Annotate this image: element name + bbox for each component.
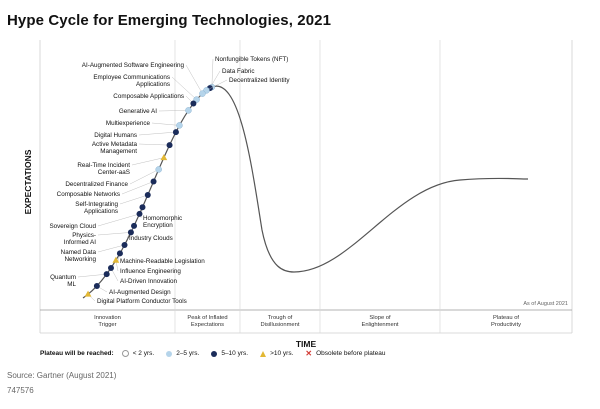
technology-marker [112, 256, 120, 263]
technology-label: Physics-Informed AI [64, 232, 96, 246]
technology-marker [84, 290, 92, 297]
technology-label: Active Metadata Management [92, 141, 138, 155]
leader-line [151, 122, 180, 126]
technology-label: Sovereign Cloud [49, 223, 96, 230]
technology-marker [139, 204, 146, 211]
technology-marker [107, 264, 114, 271]
legend-item-5to10: 5–10 yrs. [211, 350, 248, 357]
y-axis-label: EXPECTATIONS [23, 149, 33, 215]
legend-title: Plateau will be reached: [40, 350, 114, 357]
light-blue-dot-icon [166, 350, 173, 357]
technology-marker [131, 222, 138, 229]
technology-marker [199, 90, 206, 97]
technology-label: Machine-Readable Legislation [120, 258, 205, 265]
technology-label: Composable Networks [57, 191, 120, 198]
leader-line [119, 194, 148, 205]
technology-marker [185, 107, 192, 114]
leader-line [206, 79, 228, 91]
technology-label: Homomorphic Encryption [143, 215, 182, 229]
technology-label: Data Fabric [222, 68, 255, 75]
technology-marker [103, 271, 110, 278]
technology-marker [176, 122, 183, 129]
technology-label: Employee Communications Applications [93, 74, 170, 88]
leader-line [158, 110, 189, 112]
source-note: Source: Gartner (August 2021) [7, 371, 117, 380]
technology-label: Real-Time Incident Center-aaS [77, 162, 130, 176]
phase-label: Plateau of Productivity [491, 315, 521, 328]
x-axis-label: TIME [295, 339, 317, 349]
red-x-icon: ✕ [305, 348, 313, 358]
technology-label: Decentralized Identity [229, 77, 290, 84]
technology-marker [116, 250, 123, 257]
technology-marker [172, 129, 179, 136]
chart-title: Hype Cycle for Emerging Technologies, 20… [7, 12, 332, 29]
legend-label: 2–5 yrs. [176, 350, 200, 357]
phase-label: Peak of Inflated Expectations [187, 315, 227, 328]
technology-marker [127, 229, 134, 236]
legend-item-obsolete: ✕ Obsolete before plateau [305, 348, 386, 358]
technology-label: AI-Augmented Design [109, 289, 171, 296]
leader-line [131, 157, 164, 166]
leader-line [211, 58, 214, 88]
legend-item-lt2: < 2 yrs. [121, 350, 155, 357]
technology-label: Industry Clouds [129, 235, 173, 242]
leader-line [209, 70, 221, 89]
phase-label: Slope of Enlightenment [361, 315, 398, 328]
technology-label: AI-Driven Innovation [120, 278, 178, 285]
technology-label: Decentralized Finance [65, 181, 128, 188]
technology-marker [190, 100, 197, 107]
leader-line [77, 273, 107, 278]
technology-label: Quantum ML [50, 274, 76, 288]
leader-line [97, 244, 125, 253]
technology-marker [144, 192, 151, 199]
leader-line [185, 64, 203, 94]
technology-label: Nonfungible Tokens (NFT) [215, 56, 288, 63]
legend-label: Obsolete before plateau [316, 350, 386, 357]
legend: Plateau will be reached: < 2 yrs. 2–5 yr… [40, 348, 397, 358]
phase-label: Trough of Disillusionment [261, 315, 300, 328]
technology-marker [121, 241, 128, 248]
technology-label: Influence Engineering [120, 268, 181, 275]
leader-line [138, 131, 176, 136]
technology-marker [155, 166, 162, 173]
legend-item-2to5: 2–5 yrs. [166, 350, 199, 357]
navy-dot-icon [211, 350, 218, 357]
white-dot-icon [121, 350, 129, 357]
technology-label: Digital Platform Conductor Tools [97, 298, 187, 305]
hype-curve [82, 85, 529, 299]
leader-line [121, 181, 154, 195]
leader-line [171, 76, 197, 100]
technology-marker [150, 178, 157, 185]
document-id: 747576 [7, 386, 34, 395]
technology-label: Generative AI [119, 108, 157, 115]
legend-label: < 2 yrs. [132, 350, 155, 357]
technology-label: Multiexperience [106, 120, 151, 127]
leader-line [97, 213, 140, 227]
technology-marker [93, 283, 100, 290]
legend-label: 5–10 yrs. [221, 350, 249, 357]
leader-line [97, 232, 131, 236]
technology-label: Named Data Networking [61, 249, 97, 263]
legend-item-gt10: >10 yrs. [260, 350, 293, 357]
legend-label: >10 yrs. [270, 350, 294, 357]
technology-label: Digital Humans [94, 132, 137, 139]
technology-label: AI-Augmented Software Engineering [82, 62, 185, 69]
technology-label: Self-Integrating Applications [75, 201, 118, 215]
technology-label: Composable Applications [113, 93, 184, 100]
technology-marker [166, 142, 173, 149]
leader-line [138, 143, 170, 146]
technology-marker [160, 154, 168, 161]
as-of-note: As of August 2021 [523, 301, 568, 307]
technology-marker [136, 210, 143, 217]
yellow-triangle-icon [260, 350, 267, 357]
phase-label: Innovation Trigger [94, 315, 121, 328]
leader-line [129, 169, 159, 185]
